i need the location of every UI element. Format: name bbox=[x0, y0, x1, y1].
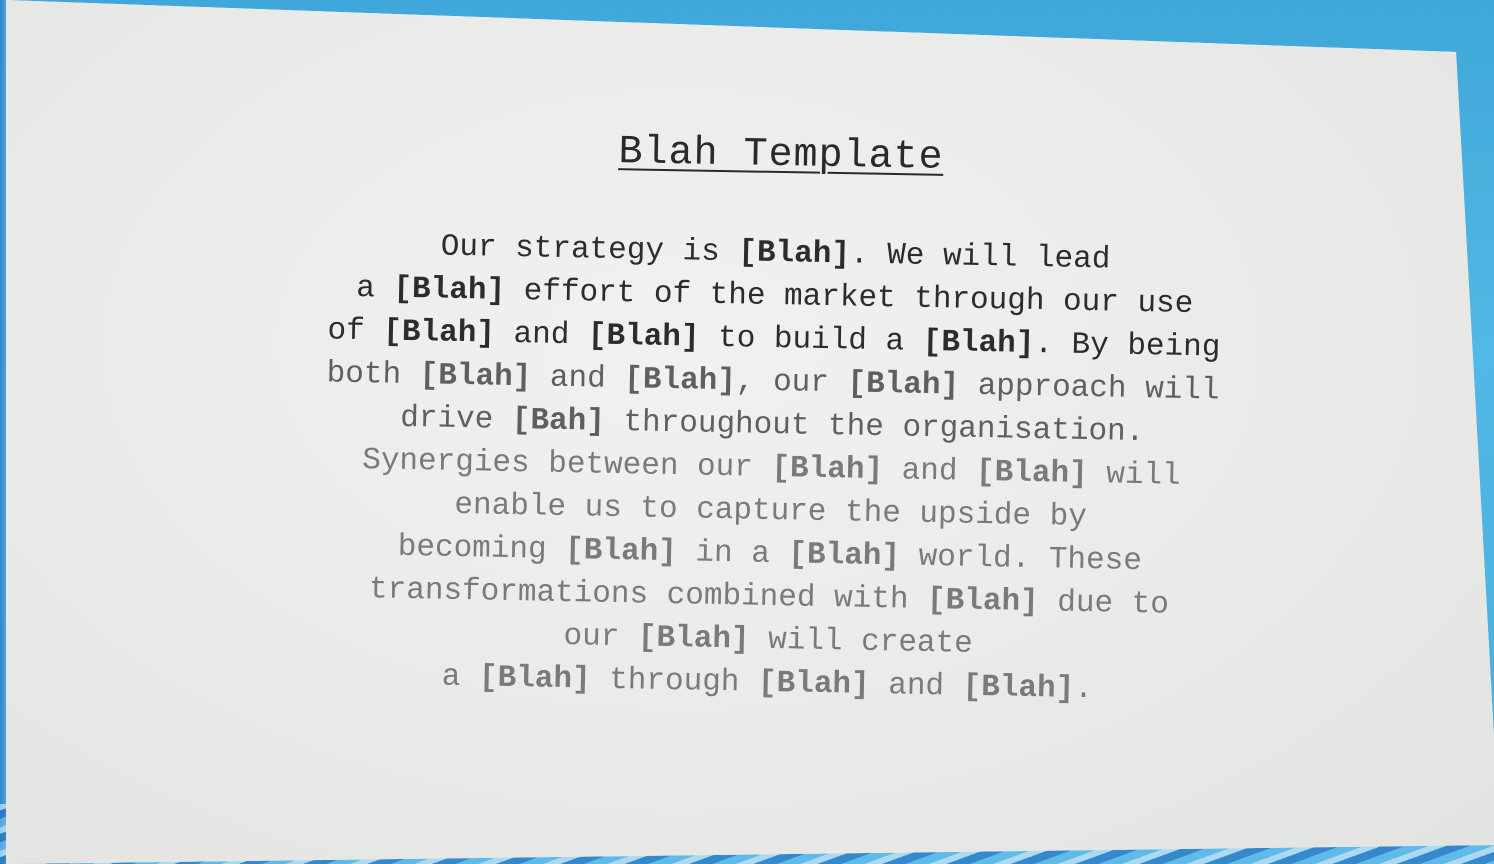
body-text-segment: to build a bbox=[699, 320, 924, 360]
slide-body: Our strategy is [Blah]. We will lead a [B… bbox=[6, 217, 1494, 719]
placeholder-token: [Blah] bbox=[382, 314, 496, 352]
body-text-segment: and bbox=[882, 453, 977, 490]
placeholder-token: [Blah] bbox=[419, 358, 532, 396]
body-text-segment: our bbox=[563, 618, 639, 656]
placeholder-token: [Blah] bbox=[623, 362, 737, 400]
body-text-segment: , our bbox=[735, 364, 848, 402]
body-text-segment: and bbox=[530, 360, 625, 398]
body-text-segment: will bbox=[1087, 457, 1182, 494]
placeholder-token: [Blah] bbox=[564, 533, 678, 571]
placeholder-token: [Blah] bbox=[637, 620, 750, 658]
body-text-segment: Synergies between our bbox=[361, 443, 772, 486]
body-text-segment: transformations combined with bbox=[368, 572, 928, 618]
body-text-segment: Our strategy is bbox=[440, 229, 739, 271]
slide-title-text: Blah Template bbox=[618, 130, 944, 181]
placeholder-token: [Blah] bbox=[922, 324, 1035, 362]
slide-surface: Blah Template Our strategy is [Blah]. We… bbox=[6, 0, 1494, 864]
body-text-segment: of bbox=[327, 313, 384, 350]
body-text-segment: and bbox=[494, 316, 589, 354]
body-text-segment: in a bbox=[676, 535, 789, 573]
placeholder-token: [Blah] bbox=[788, 537, 901, 575]
body-text-segment: a bbox=[441, 659, 480, 696]
body-text-segment: world. These bbox=[899, 539, 1143, 580]
body-text-segment: . By being bbox=[1034, 326, 1221, 366]
body-text-segment: drive bbox=[399, 400, 513, 438]
body-text-segment: through bbox=[590, 662, 759, 701]
body-text-segment: approach will bbox=[958, 368, 1220, 409]
placeholder-token: [Blah] bbox=[738, 235, 851, 273]
placeholder-token: [Blah] bbox=[962, 669, 1075, 707]
slide-title: Blah Template bbox=[6, 119, 1494, 191]
placeholder-token: [Blah] bbox=[847, 366, 960, 404]
body-text-segment: throughout the organisation. bbox=[604, 404, 1145, 451]
body-text-segment: and bbox=[869, 667, 963, 705]
placeholder-token: [Blah] bbox=[926, 582, 1040, 621]
body-text-segment: due to bbox=[1038, 585, 1170, 623]
placeholder-token: [Blah] bbox=[771, 450, 884, 489]
body-text-segment: both bbox=[326, 356, 421, 394]
body-text-segment: will create bbox=[749, 622, 974, 662]
body-text-segment: . We will lead bbox=[849, 237, 1111, 278]
placeholder-token: [Blah] bbox=[478, 660, 591, 698]
placeholder-token: [Blah] bbox=[975, 454, 1089, 493]
placeholder-token: [Bah] bbox=[511, 402, 606, 440]
body-text-segment: a bbox=[355, 270, 394, 307]
body-text-segment: becoming bbox=[397, 529, 566, 569]
projected-slide: Blah Template Our strategy is [Blah]. We… bbox=[6, 0, 1494, 864]
placeholder-token: [Blah] bbox=[587, 318, 700, 356]
placeholder-token: [Blah] bbox=[393, 271, 506, 309]
placeholder-token: [Blah] bbox=[757, 665, 870, 703]
body-text-segment: . bbox=[1073, 671, 1094, 708]
